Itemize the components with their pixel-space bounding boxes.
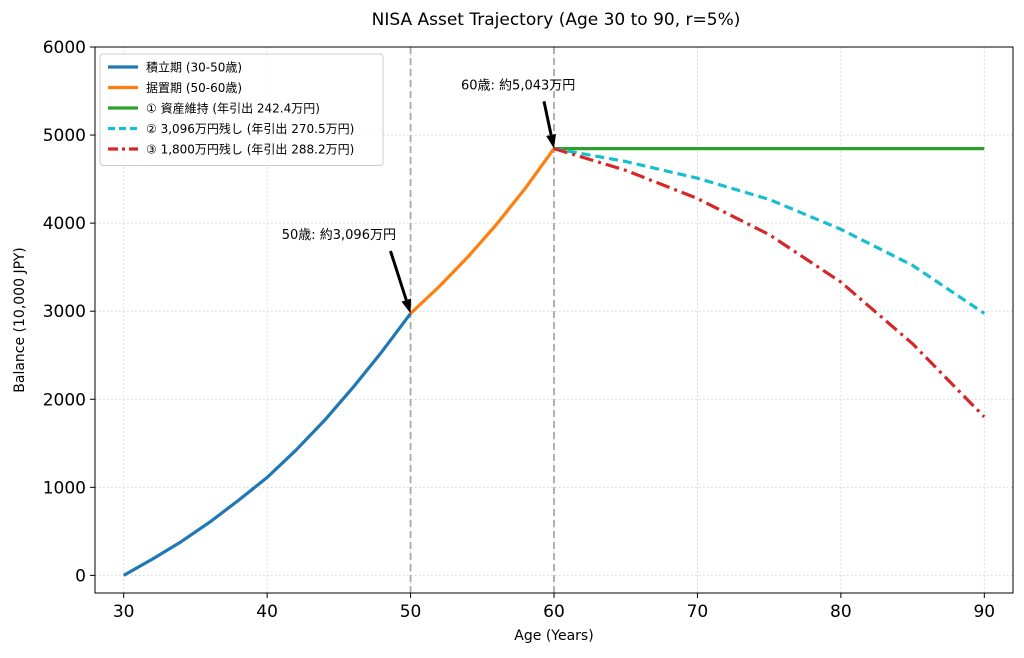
x-tick-label: 30 xyxy=(113,602,135,622)
legend-entry: ② 3,096万円残し (年引出 270.5万円) xyxy=(146,122,354,136)
x-tick-label: 90 xyxy=(973,602,995,622)
annotation-arrowhead xyxy=(546,133,556,149)
legend-entry: 積立期 (30-50歳) xyxy=(146,60,242,75)
chart-title: NISA Asset Trajectory (Age 30 to 90, r=5… xyxy=(372,10,741,30)
x-tick-label: 40 xyxy=(256,602,278,622)
x-tick-label: 80 xyxy=(830,602,852,622)
legend-box xyxy=(99,53,384,166)
y-tick-label: 1000 xyxy=(43,478,86,498)
series-line-2 xyxy=(409,147,556,315)
y-tick-label: 0 xyxy=(75,566,86,586)
y-tick-label: 6000 xyxy=(43,38,86,58)
y-axis-label: Balance (10,000 JPY) xyxy=(12,247,28,392)
series-line-1 xyxy=(122,312,412,577)
x-tick-label: 70 xyxy=(687,602,709,622)
legend-entry: ③ 1,800万円残し (年引出 288.2万円) xyxy=(146,143,354,157)
x-tick-label: 60 xyxy=(543,602,565,622)
x-axis-label: Age (Years) xyxy=(514,628,593,644)
annotation-arrow xyxy=(389,250,408,301)
series-line-4 xyxy=(553,147,986,315)
annotation-arrow xyxy=(542,100,553,136)
x-tick-label: 50 xyxy=(400,602,422,622)
annotation-arrowhead xyxy=(401,298,412,314)
y-tick-label: 5000 xyxy=(43,126,86,146)
annotation-label: 50歳: 約3,096万円 xyxy=(282,228,396,243)
y-tick-label: 4000 xyxy=(43,214,86,234)
y-tick-label: 3000 xyxy=(43,302,86,322)
series-line-5 xyxy=(553,147,986,419)
y-tick-label: 2000 xyxy=(43,390,86,410)
legend: 積立期 (30-50歳) 据置期 (50-60歳) ① 資産維持 (年引出 242.… xyxy=(99,53,384,166)
legend-entry: 据置期 (50-60歳) xyxy=(146,81,242,95)
annotation-label: 60歳: 約5,043万円 xyxy=(461,78,575,93)
legend-entry: ① 資産維持 (年引出 242.4万円) xyxy=(146,101,320,116)
